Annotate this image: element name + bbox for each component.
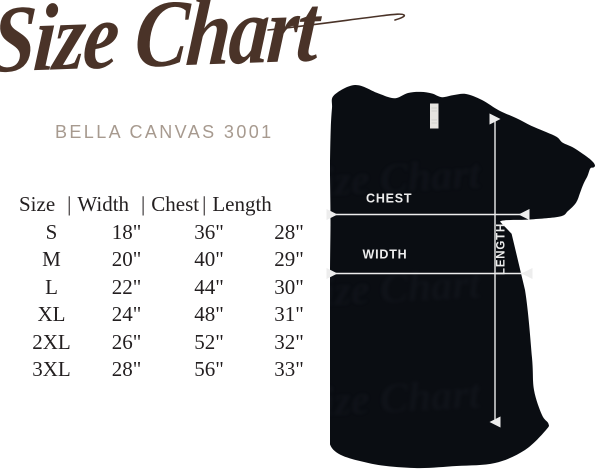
svg-text:WIDTH: WIDTH [363, 248, 408, 262]
svg-text:CHEST: CHEST [366, 192, 412, 206]
svg-text:LENGTH: LENGTH [496, 223, 508, 275]
